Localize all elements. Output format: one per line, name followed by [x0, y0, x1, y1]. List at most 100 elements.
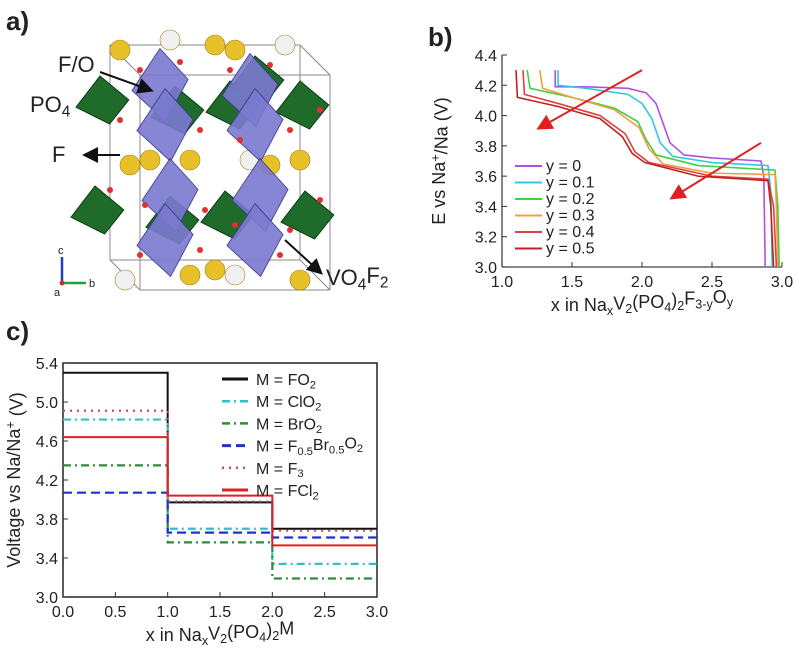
oxygen-atom	[277, 252, 283, 258]
y-tick-label: 3.8	[36, 512, 58, 529]
y-tick-label: 4.0	[475, 109, 497, 126]
y-tick-label: 4.6	[36, 434, 58, 451]
trend-arrow	[536, 69, 643, 130]
y-tick-label: 4.4	[475, 48, 497, 65]
vo4f2-octahedron	[136, 202, 194, 278]
legend-label: M = F3​	[256, 461, 304, 480]
y-tick-label: 5.4	[36, 356, 58, 373]
legend-label: y = 0.5	[546, 241, 595, 258]
na-sphere	[204, 34, 226, 56]
na-sphere	[204, 259, 226, 281]
unit-cell-edge	[299, 44, 331, 76]
crystal-structure-image	[70, 29, 335, 291]
x-tick-label: 1.5	[561, 274, 583, 291]
unit-cell-edge	[299, 259, 331, 291]
panel-label-a: a)	[6, 6, 29, 36]
y-tick-label: 3.8	[475, 139, 497, 156]
na-sphere	[114, 269, 136, 291]
panel-label-b: b)	[428, 22, 453, 52]
y-tick-label: 3.0	[475, 260, 497, 277]
step-series-M-FO-2	[63, 371, 377, 530]
oxygen-atom	[117, 117, 123, 123]
axis-label-b: b	[89, 278, 95, 290]
axis-label-c: c	[58, 245, 64, 257]
vo4f2-octahedron	[226, 202, 284, 278]
legend-label: M = FCl2​	[256, 483, 319, 502]
y-axis-title: Voltage vs Na/Na+​ (V)	[3, 392, 26, 567]
y-tick-label: 3.0	[36, 590, 58, 607]
panel-a-crystal-structure: a) F/O PO4​ F VO4​F2​ c b a	[6, 6, 388, 299]
x-tick-label: 2.5	[314, 604, 336, 621]
panel-b-chart: b) 1.0 1.5 2.0 2.5 3.0 3.0 3.2 3.4 3.6 3.8 4.0 4.2 4…	[428, 22, 793, 318]
a-axis-dot	[59, 280, 65, 286]
panel-c-chart: c) 0.0 0.5 1.0 1.5 2.0 2.5 3.0 3.0 3.4 3.8 4.2 4.6 5…	[3, 316, 388, 648]
oxygen-atom	[202, 207, 208, 213]
y-tick-label: 3.6	[475, 169, 497, 186]
po4-tetrahedron	[275, 80, 330, 130]
step-series-M-FCl-2	[63, 436, 377, 547]
label-po4: PO4​	[30, 92, 71, 121]
curve-y-0	[554, 70, 766, 268]
y-tick-label: 3.4	[36, 551, 58, 568]
oxygen-atom	[177, 59, 183, 65]
na-sphere	[289, 149, 311, 171]
oxygen-atom	[287, 127, 293, 133]
y-axis-title: E vs Na+​/Na (V)	[428, 97, 451, 224]
na-sphere	[179, 149, 201, 171]
arrow-vo4f2	[284, 239, 323, 275]
curve-y-0-5	[515, 70, 775, 268]
oxygen-atom	[107, 187, 113, 193]
y-tick-label: 5.0	[36, 395, 58, 412]
curve-y-0-4	[522, 70, 778, 268]
y-tick-label: 3.4	[475, 199, 497, 216]
oxygen-atom	[237, 137, 243, 143]
step-series-M-BrO-2	[63, 464, 377, 580]
na-sphere	[289, 269, 311, 291]
oxygen-atom	[137, 252, 143, 258]
step-series-M-F-3	[63, 409, 377, 532]
x-axis-title: x in Nax​V2​(PO4​)2​F3-y​Oy​	[551, 287, 734, 318]
axis-triad: c b a	[54, 245, 95, 299]
legend-label: M = ClO2​	[256, 394, 321, 413]
oxygen-atom	[232, 222, 238, 228]
x-tick-label: 2.5	[701, 274, 723, 291]
panel-label-c: c)	[6, 316, 29, 346]
x-tick-label: 0.5	[104, 604, 126, 621]
oxygen-atom	[287, 227, 293, 233]
legend-label: y = 0.4	[546, 224, 595, 241]
legend-label: y = 0.1	[546, 175, 595, 192]
oxygen-atom	[197, 127, 203, 133]
label-f: F	[52, 142, 65, 167]
oxygen-atom	[317, 107, 323, 113]
x-tick-label: 3.0	[771, 274, 793, 291]
legend-label: y = 0.3	[546, 208, 595, 225]
legend-label: y = 0	[546, 158, 581, 175]
po4-tetrahedron	[280, 190, 335, 240]
axis-label-a: a	[54, 287, 61, 299]
x-axis-title: x in Nax​V2​(PO4​)2​M	[146, 619, 294, 648]
oxygen-atom	[197, 247, 203, 253]
plot-frame	[62, 362, 378, 598]
na-sphere	[119, 154, 141, 176]
curve-y-0-3	[539, 70, 779, 268]
y-tick-label: 4.2	[475, 78, 497, 95]
y-tick-label: 3.2	[475, 230, 497, 247]
x-tick-label: 1.0	[491, 274, 513, 291]
x-tick-label: 1.5	[209, 604, 231, 621]
oxygen-atom	[317, 197, 323, 203]
x-tick-label: 2.0	[631, 274, 653, 291]
oxygen-atom	[267, 62, 273, 68]
y-tick-label: 4.2	[36, 473, 58, 490]
po4-tetrahedron	[75, 75, 130, 125]
po4-tetrahedron	[70, 185, 125, 235]
na-sphere	[109, 39, 131, 61]
oxygen-atom	[142, 202, 148, 208]
label-vo4f2: VO4​F2​	[326, 263, 388, 294]
oxygen-atom	[227, 67, 233, 73]
na-sphere	[179, 264, 201, 286]
x-tick-label: 1.0	[157, 604, 179, 621]
x-tick-label: 2.0	[261, 604, 283, 621]
na-sphere	[159, 29, 181, 51]
na-sphere	[224, 39, 246, 61]
